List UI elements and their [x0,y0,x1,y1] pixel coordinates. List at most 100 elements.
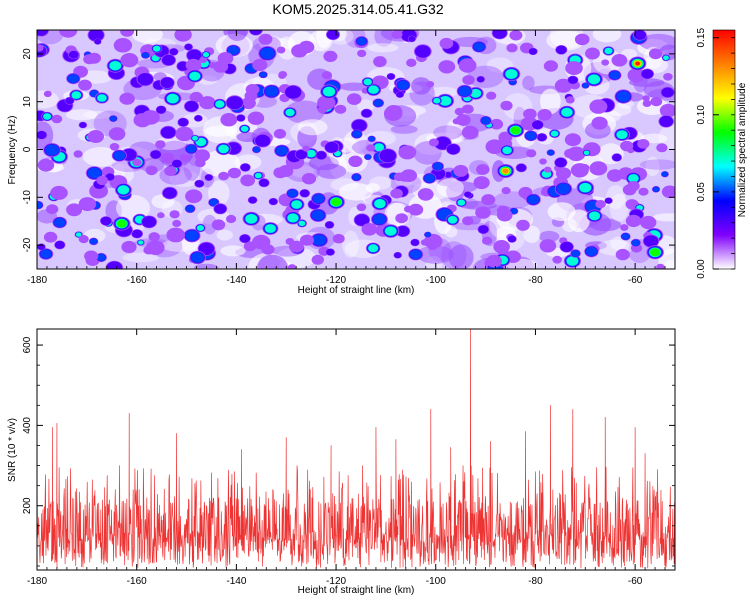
heatmap-blob [384,226,397,236]
heatmap-blob [528,48,538,55]
heatmap-y-tick-label: 20 [22,48,33,60]
heatmap-blob [239,234,251,243]
heatmap-blob [185,58,202,72]
heatmap-blob [446,144,460,155]
heatmap-blob [656,263,665,269]
heatmap-blob [398,145,417,160]
snr-y-tick-label: 600 [22,336,33,353]
heatmap-texture [369,176,392,190]
heatmap-blob [361,109,372,118]
heatmap-blob [248,196,257,204]
heatmap-blob [191,252,205,263]
colorbar-scale [712,29,736,270]
heatmap-blob [473,176,490,190]
heatmap-blob [194,115,203,122]
snr-x-axis-label: Height of straight line (km) [298,585,415,596]
heatmap-blob [311,254,324,265]
snr-line-plot [36,328,676,571]
heatmap-blob [439,37,454,49]
heatmap-blob [298,220,306,227]
heatmap-blob [395,213,408,224]
heatmap-blob [37,131,47,139]
heatmap-blob [492,30,507,39]
heatmap-blob [661,87,674,98]
heatmap-blob [249,30,263,35]
heatmap-blob [174,30,192,42]
heatmap-blob [209,198,219,206]
snr-x-tick-label: -140 [226,576,246,587]
heatmap-blob [642,100,652,107]
heatmap-blob [204,174,213,181]
heatmap-blob [218,171,230,181]
heatmap-blob [591,116,608,130]
heatmap-blob [476,76,485,83]
heatmap-blob [641,69,654,79]
heatmap-blob [609,71,620,80]
heatmap-blob [88,30,104,42]
heatmap-blob [565,61,583,76]
heatmap-x-tick-label: -120 [326,275,346,286]
heatmap-blob [507,235,517,243]
heatmap-blob [166,93,179,104]
heatmap-blob [312,194,325,204]
heatmap-blob [500,100,513,111]
heatmap-blob [510,126,521,135]
heatmap-blob [372,214,386,225]
heatmap-texture [285,100,325,124]
heatmap-blob [78,79,92,91]
colorbar-tick-label: 0.10 [696,105,707,125]
heatmap-blob [65,97,74,105]
heatmap-blob [428,138,439,147]
heatmap-blob [240,174,256,187]
heatmap-blob [568,76,578,84]
heatmap-blob [410,239,420,246]
heatmap-blob [37,44,44,52]
heatmap-blob [363,78,372,86]
heatmap-blob [368,244,379,253]
heatmap-blob [185,189,203,204]
heatmap-blob [109,143,120,151]
heatmap-blob [537,109,552,121]
heatmap-blob [252,234,271,250]
heatmap-blob [663,73,673,81]
heatmap-blob [317,95,336,111]
colorbar-label: Normalized spectral amplitude [737,82,748,217]
heatmap-blob [113,150,126,161]
heatmap-blob [633,30,647,40]
heatmap-blob [631,239,640,246]
heatmap-texture [356,99,375,113]
heatmap-blob [269,198,278,205]
heatmap-blob [96,175,108,186]
heatmap-blob [227,167,241,179]
heatmap-x-tick-label: -100 [426,275,446,286]
heatmap-texture [540,88,561,115]
heatmap-blob [243,241,257,252]
snr-series-line [37,329,675,569]
heatmap-texture [367,43,399,53]
heatmap-blob [473,42,485,52]
heatmap-blob [447,216,458,224]
heatmap-texture [592,30,622,43]
heatmap-blob [160,126,176,139]
heatmap-blob [132,158,142,167]
heatmap-blob [642,95,650,102]
heatmap-blob [300,234,314,246]
heatmap-blob [611,54,628,67]
spectrogram-heatmap [36,29,676,270]
heatmap-blob [260,47,275,60]
heatmap-blob [198,242,215,256]
heatmap-texture [202,214,217,235]
heatmap-blob [37,158,55,172]
heatmap-blob [178,118,189,127]
heatmap-blob [621,233,630,240]
heatmap-blob [640,215,657,230]
heatmap-blob [302,145,310,152]
heatmap-texture [610,236,627,250]
heatmap-blob [94,38,102,45]
heatmap-blob [539,239,557,253]
heatmap-texture [645,156,660,177]
heatmap-blob [396,91,404,98]
heatmap-texture [220,245,246,257]
heatmap-blob [539,158,547,165]
